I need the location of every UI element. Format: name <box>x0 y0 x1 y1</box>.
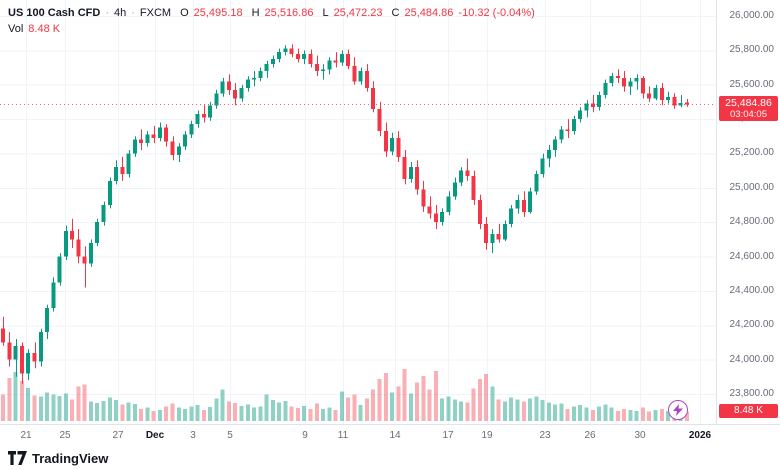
open-letter: O <box>180 7 189 19</box>
time-tick-label: 19 <box>481 430 493 441</box>
time-tick-label: 2026 <box>688 430 712 441</box>
brand-name: TradingView <box>32 450 109 466</box>
high-letter: H <box>251 7 260 19</box>
price-tick-label: 24,200.00 <box>729 319 775 331</box>
time-tick-label: 27 <box>112 430 124 441</box>
high-value: 25,516.86 <box>264 7 314 19</box>
volume-value: 8.48 K <box>28 23 61 35</box>
time-tick-label: Dec <box>145 430 165 441</box>
time-tick-label: 9 <box>302 430 308 441</box>
time-tick-label: 23 <box>539 430 551 441</box>
lightning-icon <box>673 404 683 416</box>
symbol-legend: US 100 Cash CFD · 4h · FXCM O 25,495.18 … <box>8 7 535 19</box>
price-tick-label: 23,800.00 <box>729 388 775 399</box>
price-tick-label: 25,000.00 <box>729 181 775 193</box>
time-tick-label: 14 <box>389 430 401 441</box>
tradingview-icon <box>8 451 27 465</box>
price-tick-label: 24,400.00 <box>729 284 775 296</box>
legend-separator: · <box>105 7 109 19</box>
time-tick-label: 17 <box>442 430 454 441</box>
price-axis[interactable]: 25,484.86 03:04:05 8.48 K 26,000.00 25,80… <box>716 0 780 424</box>
bar-countdown: 03:04:05 <box>730 108 767 120</box>
candlestick-chart-plot[interactable] <box>0 0 716 424</box>
time-tick-label: 25 <box>59 430 71 441</box>
time-tick-label: 11 <box>337 430 349 441</box>
time-tick-label: 30 <box>634 430 646 441</box>
volume-axis-badge: 8.48 K <box>719 404 778 418</box>
last-price-badge: 25,484.86 03:04:05 <box>719 95 778 121</box>
close-letter: C <box>391 7 400 19</box>
time-tick-label: 5 <box>227 430 233 441</box>
low-value: 25,472.23 <box>333 7 383 19</box>
price-tick-label: 26,000.00 <box>729 10 775 21</box>
legend-separator: · <box>131 7 135 19</box>
exchange-label[interactable]: FXCM <box>139 7 172 19</box>
close-value: 25,484.86 <box>404 7 454 19</box>
price-tick-label: 24,600.00 <box>729 250 775 262</box>
time-tick-label: 26 <box>584 430 596 441</box>
time-tick-label: 3 <box>190 430 196 441</box>
interval-label[interactable]: 4h <box>113 7 127 19</box>
time-axis[interactable]: 21 25 27 Dec 3 5 9 11 14 17 19 23 26 30 2026 <box>0 424 780 445</box>
low-letter: L <box>322 7 329 19</box>
candles-layer <box>1 44 689 384</box>
open-value: 25,495.18 <box>193 7 243 19</box>
price-tick-label: 25,800.00 <box>729 44 775 56</box>
price-tick-label: 25,600.00 <box>729 78 775 90</box>
price-tick-label: 25,200.00 <box>729 147 775 159</box>
grid-layer <box>0 0 716 424</box>
last-price-value: 25,484.86 <box>725 96 772 109</box>
volume-legend: Vol 8.48 K <box>8 23 60 35</box>
price-tick-label: 24,800.00 <box>729 216 775 228</box>
time-tick-label: 21 <box>20 430 32 441</box>
symbol-name[interactable]: US 100 Cash CFD <box>8 7 101 19</box>
change-value: -10.32 (-0.04%) <box>458 7 535 19</box>
tradingview-logo[interactable]: TradingView <box>8 449 108 467</box>
price-tick-label: 24,000.00 <box>729 353 775 365</box>
volume-label: Vol <box>8 23 24 35</box>
flash-button[interactable] <box>668 400 688 420</box>
volume-layer <box>1 369 689 421</box>
